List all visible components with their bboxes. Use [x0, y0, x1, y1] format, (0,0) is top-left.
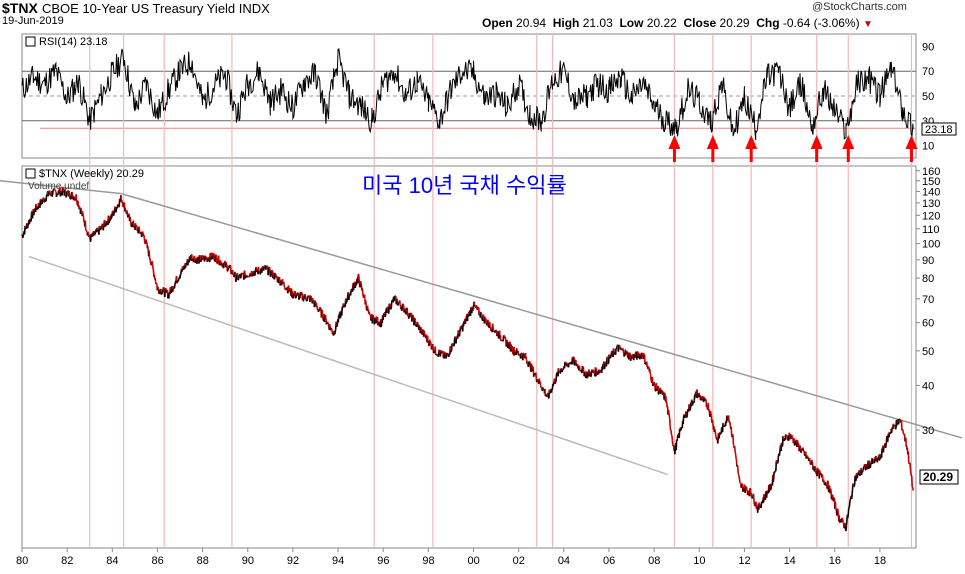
rsi-last-value: 23.18 — [925, 124, 953, 136]
rsi-legend-swatch — [25, 36, 36, 47]
x-tick-label: 90 — [242, 555, 254, 567]
rsi-line — [21, 48, 914, 141]
rsi-legend: RSI(14) 23.18 — [39, 36, 107, 48]
price-tick-label: 80 — [922, 273, 934, 285]
price-tick-label: 110 — [922, 224, 940, 236]
price-tick-label: 130 — [922, 198, 940, 210]
x-tick-label: 80 — [16, 555, 28, 567]
volume-legend: Volume undef — [28, 181, 89, 192]
high-label: High — [552, 16, 580, 30]
upper-trend-line — [121, 192, 963, 439]
red-arrow-head — [905, 135, 918, 149]
x-tick-label: 86 — [151, 555, 163, 567]
red-arrow-head — [810, 135, 823, 149]
rsi-tick-label: 90 — [922, 41, 934, 53]
credit-label: @StockCharts.com — [812, 1, 907, 13]
price-tick-label: 40 — [922, 380, 934, 392]
close-value: 20.29 — [719, 16, 750, 30]
chg-label: Chg — [756, 16, 780, 30]
price-last-value-tag — [919, 469, 959, 485]
rsi-tick-label: 10 — [922, 141, 934, 153]
price-tick-label: 30 — [922, 425, 934, 437]
ticker-symbol: $TNX — [2, 0, 38, 16]
price-legend-swatch — [25, 168, 36, 179]
price-tick-label: 70 — [922, 294, 934, 306]
red-arrow-head — [668, 135, 681, 149]
x-tick-label: 18 — [874, 555, 886, 567]
x-tick-label: 88 — [197, 555, 209, 567]
annotation-label: 미국 10년 국채 수익률 — [362, 173, 567, 198]
x-tick-label: 16 — [829, 555, 841, 567]
price-tick-label: 100 — [922, 239, 940, 251]
red-arrow-head — [745, 135, 758, 149]
chg-value: -0.64 (-3.06%) — [782, 16, 860, 30]
open-label: Open — [482, 16, 513, 30]
x-tick-label: 12 — [738, 555, 750, 567]
x-tick-label: 10 — [693, 555, 705, 567]
instrument-name: CBOE 10-Year US Treasury Yield INDX — [42, 1, 270, 16]
price-tick-label: 160 — [922, 166, 940, 178]
price-tick-label: 90 — [922, 255, 934, 267]
x-tick-label: 94 — [332, 555, 344, 567]
price-tick-label: 120 — [922, 210, 940, 222]
red-arrow-head — [706, 135, 719, 149]
low-value: 20.22 — [646, 16, 677, 30]
open-value: 20.94 — [516, 16, 547, 30]
close-label: Close — [683, 16, 717, 30]
price-tick-label: 150 — [922, 176, 940, 188]
x-tick-label: 06 — [603, 555, 615, 567]
rsi-tick-label: 50 — [922, 91, 934, 103]
x-tick-label: 14 — [784, 555, 796, 567]
x-tick-label: 08 — [648, 555, 660, 567]
low-label: Low — [619, 16, 644, 30]
high-value: 21.03 — [582, 16, 613, 30]
x-tick-label: 02 — [513, 555, 525, 567]
x-tick-label: 92 — [287, 555, 299, 567]
x-tick-label: 04 — [558, 555, 570, 567]
rsi-tick-label: 70 — [922, 66, 934, 78]
price-panel-frame — [21, 165, 917, 549]
lower-trend-line — [28, 255, 668, 476]
x-tick-label: 96 — [377, 555, 389, 567]
x-tick-label: 82 — [61, 555, 73, 567]
price-tick-label: 50 — [922, 346, 934, 358]
chart-date: 19-Jun-2019 — [2, 15, 64, 27]
red-arrow-head — [842, 135, 855, 149]
x-tick-label: 98 — [422, 555, 434, 567]
upper-trend-line-left — [0, 180, 122, 195]
price-tick-label: 140 — [922, 186, 940, 198]
x-tick-label: 00 — [468, 555, 480, 567]
x-tick-label: 84 — [106, 555, 118, 567]
down-arrow-icon: ▼ — [862, 19, 873, 30]
price-tick-label: 60 — [922, 318, 934, 330]
rsi-last-value-tag — [921, 122, 957, 136]
price-legend: $TNX (Weekly) 20.29 — [39, 168, 144, 180]
price-last-value: 20.29 — [923, 470, 953, 484]
ohlc-summary: Open 20.94 High 21.03 Low 20.22 Close 20… — [482, 16, 873, 30]
